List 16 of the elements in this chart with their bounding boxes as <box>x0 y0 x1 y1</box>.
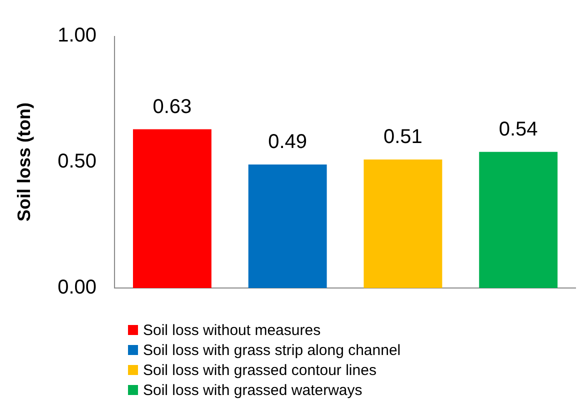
legend-label: Soil loss with grassed waterways <box>143 382 362 398</box>
data-label: 0.49 <box>268 131 308 154</box>
bar <box>248 164 327 288</box>
bar <box>364 159 442 288</box>
data-label: 0.63 <box>152 96 192 118</box>
legend-label: Soil loss without measures <box>143 322 321 338</box>
y-axis-title: Soil loss (ton) <box>14 102 34 222</box>
y-tick-label: 0.50 <box>58 150 97 173</box>
legend-label: Soil loss with grassed contour lines <box>143 362 376 378</box>
y-tick-label: 0.00 <box>58 276 97 299</box>
legend-label: Soil loss with grass strip along channel <box>143 342 401 358</box>
data-label: 0.51 <box>383 126 422 148</box>
data-label: 0.54 <box>498 118 538 140</box>
y-tick-label: 1.00 <box>58 24 97 47</box>
bar <box>132 129 212 288</box>
bar <box>479 152 558 288</box>
